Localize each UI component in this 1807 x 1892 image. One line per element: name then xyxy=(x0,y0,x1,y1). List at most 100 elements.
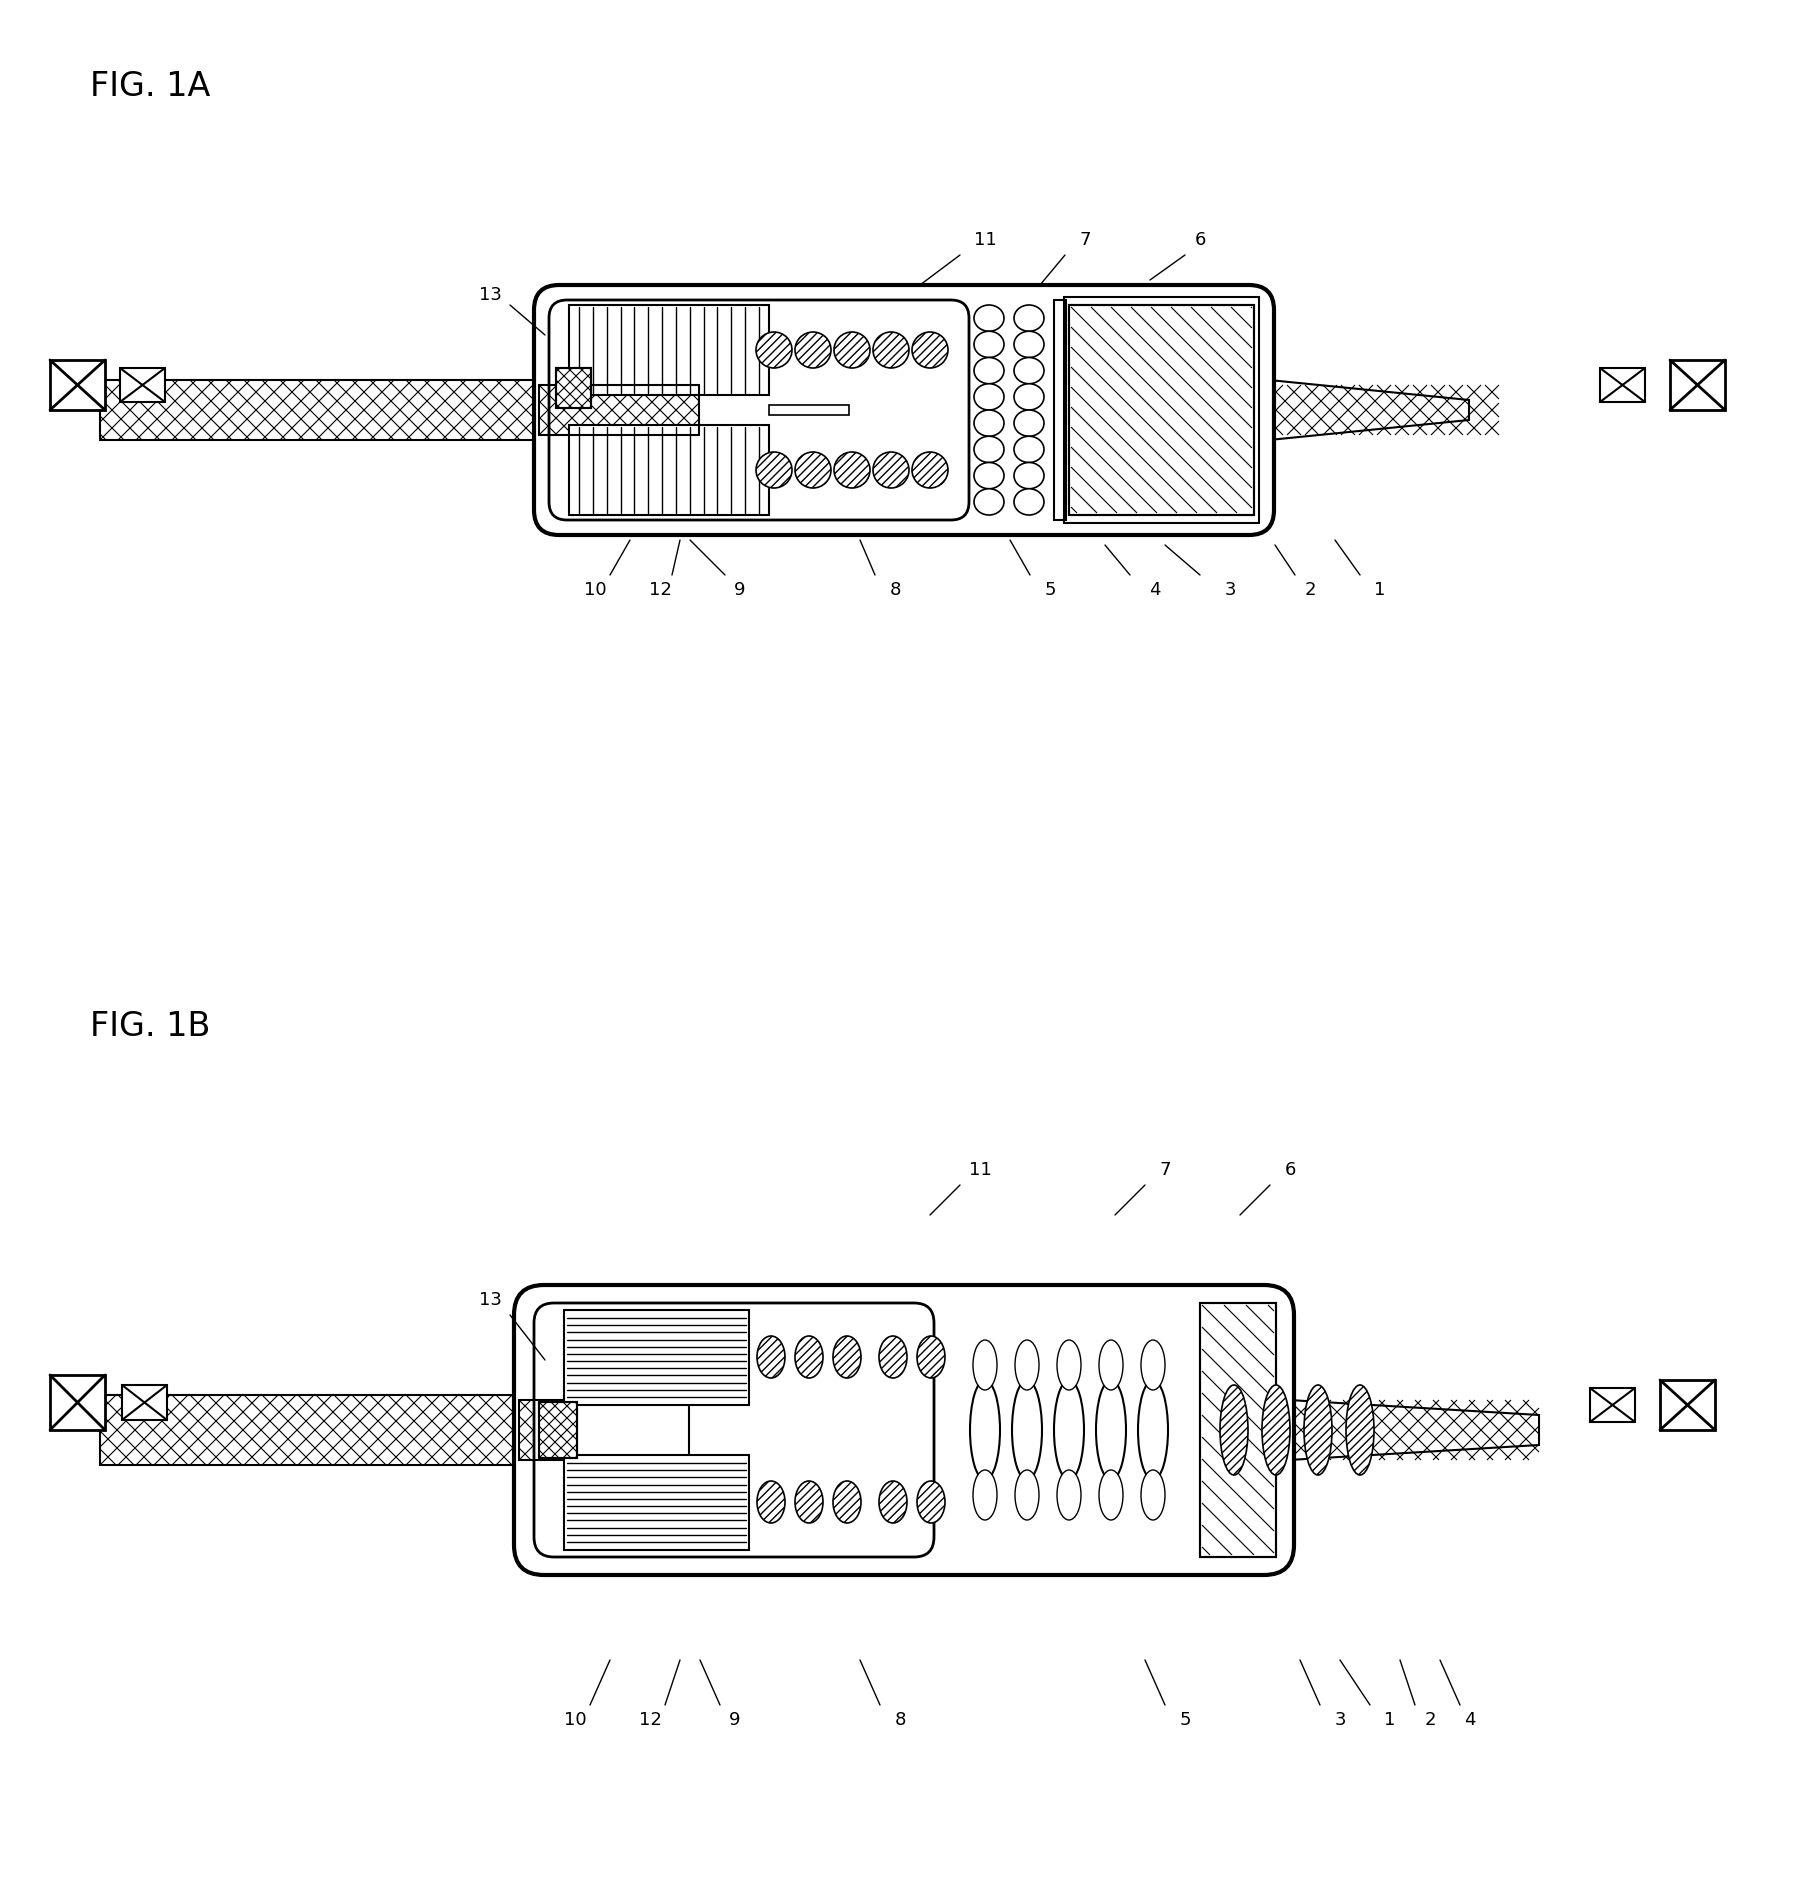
FancyBboxPatch shape xyxy=(549,301,969,520)
Ellipse shape xyxy=(1220,1385,1247,1476)
Bar xyxy=(1068,305,1254,515)
Text: 3: 3 xyxy=(1334,1710,1344,1729)
Circle shape xyxy=(833,331,869,369)
Ellipse shape xyxy=(1099,1470,1122,1519)
Ellipse shape xyxy=(878,1481,907,1523)
Ellipse shape xyxy=(1057,1470,1081,1519)
Circle shape xyxy=(795,331,831,369)
Ellipse shape xyxy=(972,1340,996,1391)
Ellipse shape xyxy=(795,1481,822,1523)
Bar xyxy=(569,426,768,515)
Ellipse shape xyxy=(1014,305,1043,331)
Bar xyxy=(121,1385,166,1421)
Ellipse shape xyxy=(974,411,1003,437)
Bar xyxy=(569,305,768,395)
Text: 6: 6 xyxy=(1283,1162,1296,1179)
Ellipse shape xyxy=(833,1336,860,1377)
Ellipse shape xyxy=(974,384,1003,411)
Ellipse shape xyxy=(974,488,1003,515)
Ellipse shape xyxy=(795,1336,822,1377)
Ellipse shape xyxy=(1140,1470,1164,1519)
Polygon shape xyxy=(1269,380,1467,441)
Text: 3: 3 xyxy=(1223,581,1234,600)
Text: 8: 8 xyxy=(894,1710,905,1729)
Ellipse shape xyxy=(757,1336,784,1377)
Text: 4: 4 xyxy=(1464,1710,1475,1729)
Ellipse shape xyxy=(1014,331,1043,358)
Bar xyxy=(99,1394,524,1464)
Circle shape xyxy=(795,452,831,488)
Bar xyxy=(519,1400,688,1461)
Text: 11: 11 xyxy=(974,231,996,250)
FancyBboxPatch shape xyxy=(533,1304,934,1557)
Text: 10: 10 xyxy=(564,1710,585,1729)
Ellipse shape xyxy=(833,1481,860,1523)
Bar xyxy=(1599,369,1644,401)
Text: 2: 2 xyxy=(1303,581,1315,600)
Bar xyxy=(538,1402,576,1459)
FancyBboxPatch shape xyxy=(533,286,1274,535)
Text: 9: 9 xyxy=(728,1710,741,1729)
Ellipse shape xyxy=(1099,1340,1122,1391)
Bar xyxy=(99,380,538,441)
Text: 1: 1 xyxy=(1384,1710,1395,1729)
Ellipse shape xyxy=(916,1336,945,1377)
Text: 12: 12 xyxy=(638,1710,661,1729)
Text: 8: 8 xyxy=(889,581,900,600)
Ellipse shape xyxy=(1140,1340,1164,1391)
Text: 13: 13 xyxy=(479,1290,501,1309)
Text: 10: 10 xyxy=(584,581,605,600)
Text: 1: 1 xyxy=(1373,581,1384,600)
Ellipse shape xyxy=(970,1379,999,1480)
Circle shape xyxy=(911,331,947,369)
Ellipse shape xyxy=(1014,1470,1039,1519)
Ellipse shape xyxy=(974,462,1003,488)
Ellipse shape xyxy=(1137,1379,1167,1480)
Ellipse shape xyxy=(972,1470,996,1519)
Ellipse shape xyxy=(1014,462,1043,488)
Ellipse shape xyxy=(916,1481,945,1523)
Bar xyxy=(538,384,699,435)
Ellipse shape xyxy=(974,358,1003,384)
Bar xyxy=(1670,359,1724,411)
Text: 5: 5 xyxy=(1044,581,1055,600)
Text: FIG. 1A: FIG. 1A xyxy=(90,70,210,102)
Ellipse shape xyxy=(974,437,1003,462)
Ellipse shape xyxy=(974,331,1003,358)
Text: 7: 7 xyxy=(1079,231,1090,250)
Bar xyxy=(564,1455,748,1550)
Bar xyxy=(51,1375,105,1430)
Ellipse shape xyxy=(1344,1385,1373,1476)
Ellipse shape xyxy=(1014,384,1043,411)
Bar xyxy=(51,359,105,411)
Circle shape xyxy=(755,331,791,369)
Bar xyxy=(1588,1389,1634,1423)
Circle shape xyxy=(755,452,791,488)
Text: 7: 7 xyxy=(1158,1162,1171,1179)
Bar xyxy=(557,369,591,409)
Bar xyxy=(1200,1304,1276,1557)
Ellipse shape xyxy=(1014,411,1043,437)
Ellipse shape xyxy=(1014,437,1043,462)
Bar xyxy=(768,405,849,414)
Ellipse shape xyxy=(1057,1340,1081,1391)
Ellipse shape xyxy=(974,305,1003,331)
Ellipse shape xyxy=(1261,1385,1288,1476)
Ellipse shape xyxy=(1095,1379,1126,1480)
Text: 5: 5 xyxy=(1178,1710,1191,1729)
Ellipse shape xyxy=(757,1481,784,1523)
Bar xyxy=(557,369,591,409)
Bar xyxy=(1659,1379,1715,1430)
Text: 11: 11 xyxy=(969,1162,990,1179)
Bar xyxy=(564,1309,748,1406)
Ellipse shape xyxy=(1303,1385,1332,1476)
Bar xyxy=(538,1402,576,1459)
Bar xyxy=(1200,1304,1276,1557)
Ellipse shape xyxy=(1053,1379,1084,1480)
Text: FIG. 1B: FIG. 1B xyxy=(90,1010,210,1042)
Ellipse shape xyxy=(1014,488,1043,515)
Ellipse shape xyxy=(1014,358,1043,384)
Bar xyxy=(1053,301,1066,520)
Circle shape xyxy=(911,452,947,488)
Polygon shape xyxy=(1288,1400,1538,1461)
